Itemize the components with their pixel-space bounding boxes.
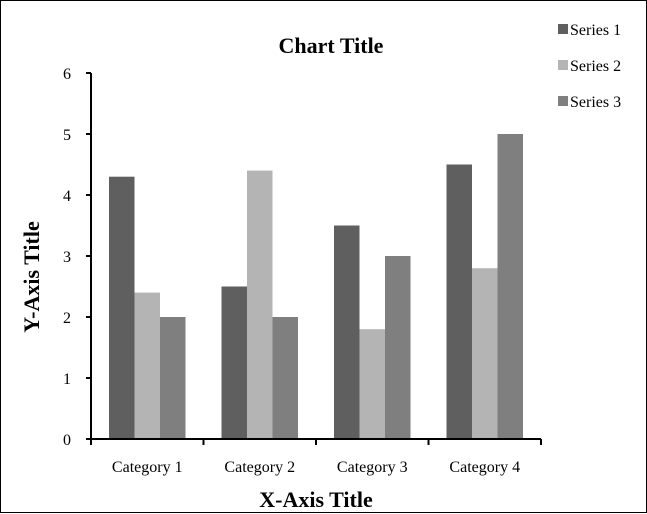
x-tick-label: Category 1 [112,459,183,476]
bar-series-1-category-3 [334,225,360,439]
legend: Series 1 Series 2 Series 3 [558,22,621,111]
bar-series-3-category-2 [272,317,298,439]
x-axis-ticks: Category 1 Category 2 Category 3 Category 4 [90,439,542,476]
y-axis-ticks: 0 1 2 3 4 5 6 [63,66,91,449]
y-tick-label: 5 [63,127,71,144]
bar-series-3-category-4 [497,134,523,439]
legend-swatch-series-3 [558,96,568,106]
bar-series-2-category-4 [472,268,498,439]
legend-swatch-series-2 [558,60,568,70]
legend-swatch-series-1 [558,24,568,34]
y-tick-label: 4 [63,188,71,205]
y-tick-label: 2 [63,310,71,327]
bar-series-1-category-2 [221,286,247,439]
y-tick-label: 3 [63,249,71,266]
x-tick-label: Category 3 [337,459,408,476]
bar-series-3-category-1 [160,317,186,439]
bar-series-1-category-1 [109,176,135,439]
y-axis-title: Y-Axis Title [19,221,44,333]
bar-series-2-category-3 [359,329,385,439]
legend-label-series-3: Series 3 [570,94,621,111]
y-tick-label: 6 [63,66,71,83]
bar-series-2-category-1 [134,292,160,439]
x-tick-label: Category 2 [224,459,295,476]
y-tick-label: 1 [63,371,71,388]
chart-title: Chart Title [279,33,384,58]
x-axis-title: X-Axis Title [259,487,373,512]
x-tick-label: Category 4 [449,459,520,476]
legend-label-series-2: Series 2 [570,58,621,75]
y-tick-label: 0 [63,432,71,449]
bar-series-3-category-3 [385,256,411,439]
legend-label-series-1: Series 1 [570,22,621,39]
bar-series-2-category-2 [247,170,273,439]
bars-group [109,134,523,439]
bar-series-1-category-4 [446,164,472,439]
